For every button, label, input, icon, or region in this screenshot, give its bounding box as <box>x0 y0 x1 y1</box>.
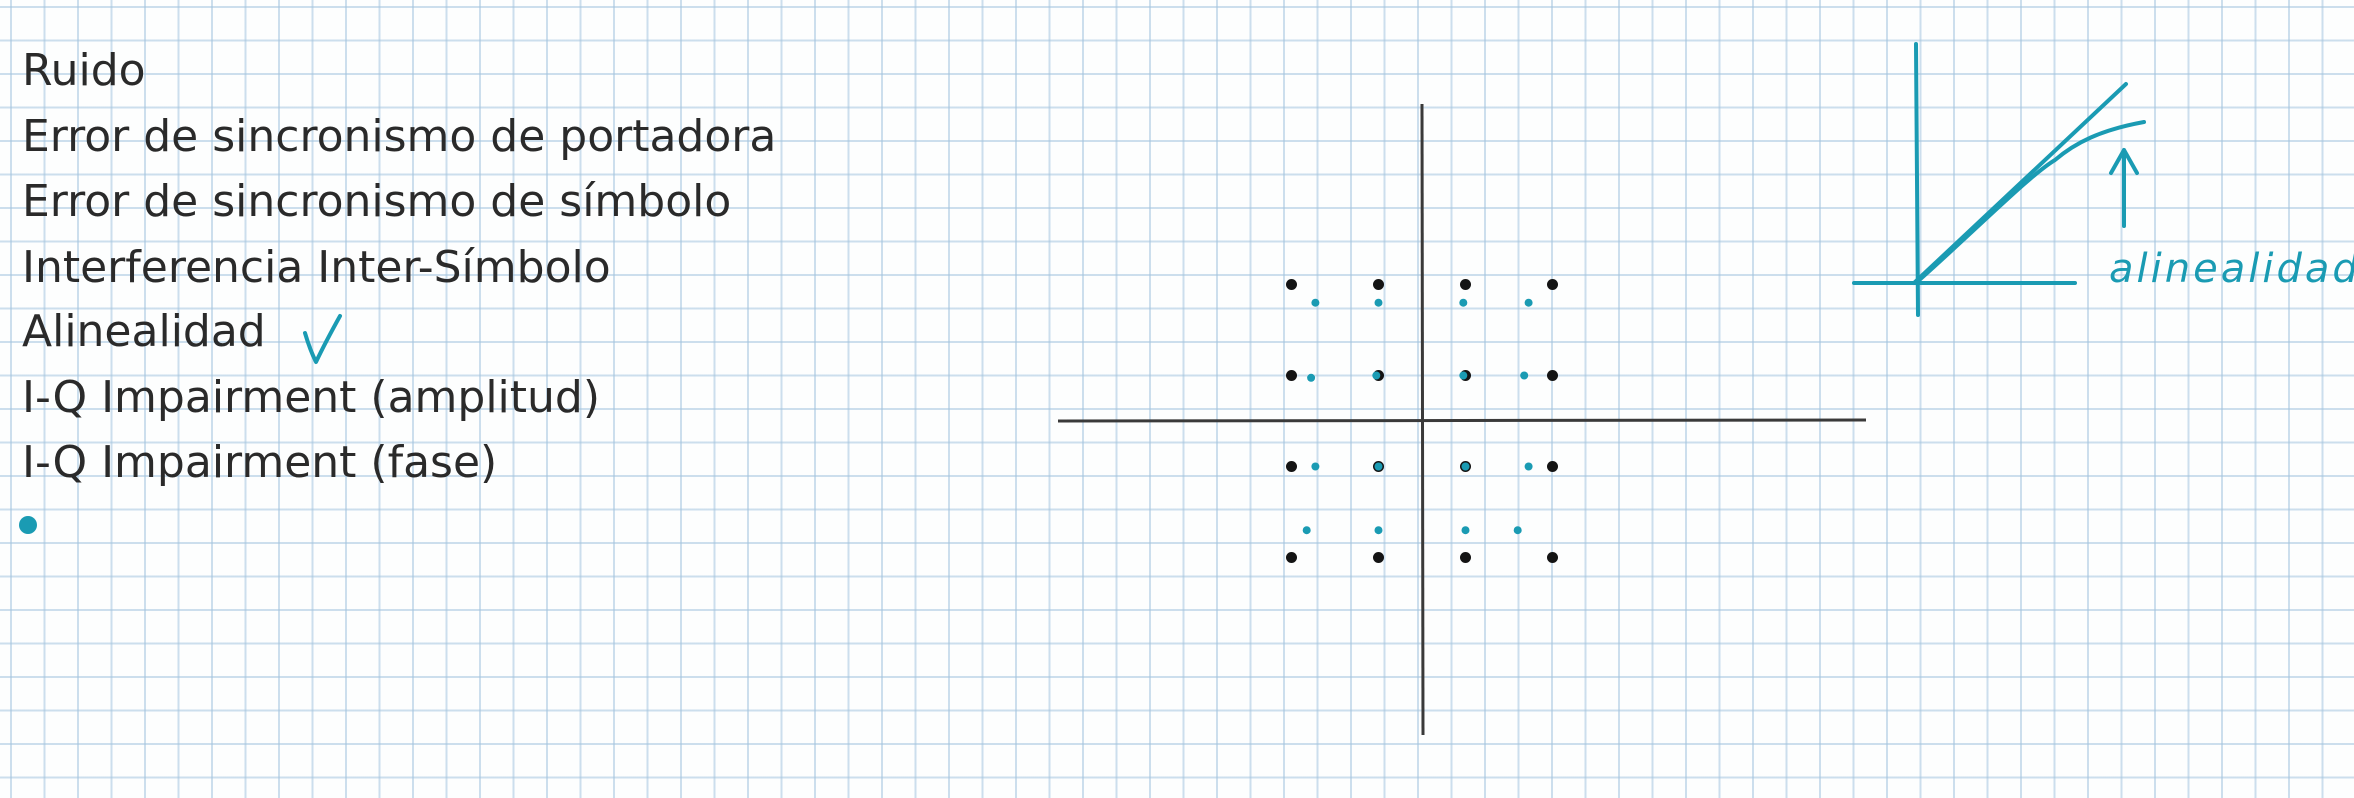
distorted-point-4 <box>1307 373 1316 382</box>
list-item-error-portadora: Error de sincronismo de portadora <box>22 111 776 162</box>
checkmark-icon <box>303 314 342 364</box>
linear-response-line <box>1912 82 2128 285</box>
ideal-point-7 <box>1547 370 1558 381</box>
compressed-response-curve <box>1914 120 2146 285</box>
ideal-point-4 <box>1286 370 1297 381</box>
distorted-point-13 <box>1374 526 1383 535</box>
sketch-y-axis <box>1914 42 1920 317</box>
q-axis <box>1420 103 1425 736</box>
distorted-point-8 <box>1311 462 1320 471</box>
ideal-point-3 <box>1547 279 1558 290</box>
ideal-point-12 <box>1286 552 1297 563</box>
distorted-constellation-points <box>1302 298 1533 535</box>
distorted-point-6 <box>1459 371 1468 380</box>
list-item-iq-fase: I-Q Impairment (fase) <box>22 437 497 488</box>
nonlinearity-annotation: alinealidad <box>2109 246 2354 292</box>
distorted-point-11 <box>1524 462 1533 471</box>
distorted-point-9 <box>1374 462 1383 471</box>
distorted-point-1 <box>1374 298 1383 307</box>
ideal-point-1 <box>1373 279 1384 290</box>
ideal-point-14 <box>1460 552 1471 563</box>
constellation-axes <box>1057 103 1867 736</box>
ideal-point-8 <box>1286 461 1297 472</box>
ideal-point-2 <box>1460 279 1471 290</box>
list-item-alinealidad: Alinealidad <box>22 306 266 357</box>
ideal-point-0 <box>1286 279 1297 290</box>
list-item-error-simbolo: Error de sincronismo de símbolo <box>22 176 731 227</box>
list-item-interferencia: Interferencia Inter-Símbolo <box>22 242 611 293</box>
i-axis <box>1057 418 1867 423</box>
nonlinearity-sketch: alinealidad <box>1852 42 2354 317</box>
ideal-point-11 <box>1547 461 1558 472</box>
distorted-point-2 <box>1459 298 1468 307</box>
distorted-point-3 <box>1524 298 1533 307</box>
distorted-point-15 <box>1513 526 1522 535</box>
ideal-point-15 <box>1547 552 1558 563</box>
distorted-point-14 <box>1461 526 1470 535</box>
distorted-point-0 <box>1311 298 1320 307</box>
list-item-iq-amplitud: I-Q Impairment (amplitud) <box>22 372 600 423</box>
ideal-point-13 <box>1373 552 1384 563</box>
distorted-point-10 <box>1461 462 1470 471</box>
impairment-list: Ruido Error de sincronismo de portadora … <box>22 45 776 488</box>
list-item-ruido: Ruido <box>22 45 146 96</box>
distorted-point-12 <box>1302 526 1311 535</box>
pen-cursor-dot <box>19 516 37 534</box>
distorted-point-5 <box>1372 371 1381 380</box>
arrow-up-icon <box>2109 148 2139 228</box>
distorted-point-7 <box>1520 371 1529 380</box>
